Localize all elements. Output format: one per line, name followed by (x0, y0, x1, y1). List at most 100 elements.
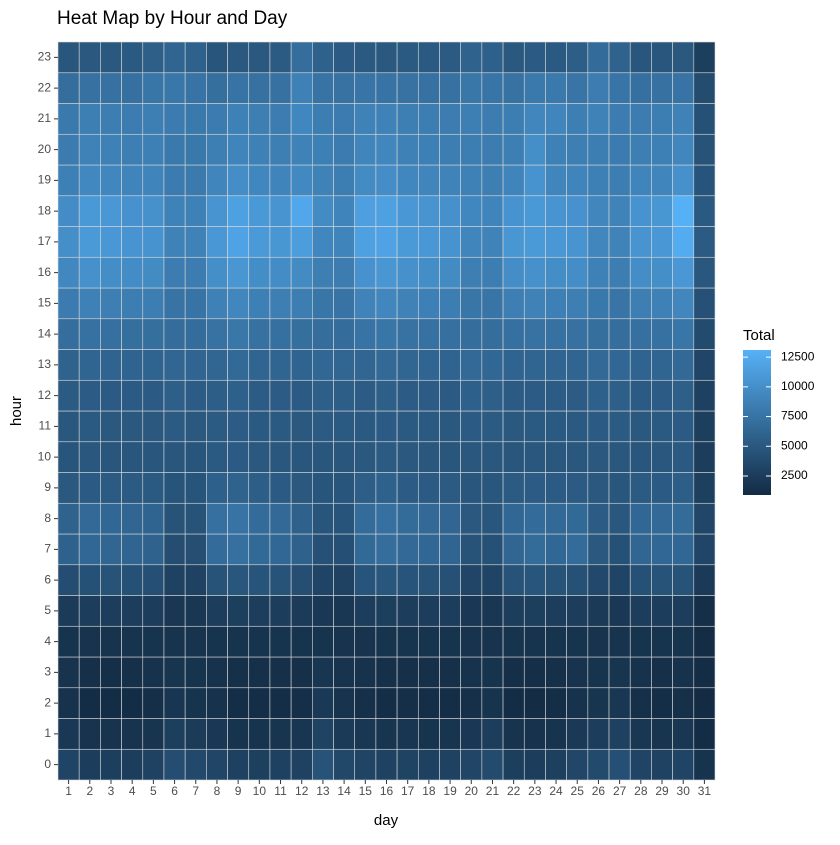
heat-cell (566, 533, 589, 566)
heat-cell (460, 748, 483, 781)
heat-cell (460, 656, 483, 689)
heat-cell (608, 625, 631, 658)
heat-cell (460, 133, 483, 166)
heat-cell (439, 318, 461, 350)
heat-cell (439, 379, 461, 412)
heat-cell (78, 625, 101, 658)
heat-cell (566, 72, 589, 104)
heat-cell (248, 133, 271, 166)
heat-cell (248, 103, 271, 135)
heat-cell (57, 595, 80, 627)
x-tick-label: 6 (171, 784, 178, 798)
heat-cell (502, 564, 525, 596)
heat-cell (439, 410, 461, 443)
heat-cell (100, 318, 122, 350)
heat-cell (566, 103, 589, 135)
heat-cell (587, 379, 610, 412)
x-tick-label: 4 (129, 784, 136, 798)
heat-cell (78, 287, 101, 320)
heat-cell (439, 349, 461, 381)
heat-cell (545, 748, 567, 781)
heat-cell (481, 349, 504, 381)
heat-cell (502, 441, 525, 473)
heat-cell (78, 103, 101, 135)
heat-cell (608, 103, 631, 135)
heat-cell (651, 564, 673, 596)
heat-cell (672, 441, 695, 473)
heat-cell (206, 441, 228, 473)
heat-cell (608, 349, 631, 381)
heat-cell (290, 656, 313, 689)
heat-cell (78, 564, 101, 596)
heat-cell (163, 718, 186, 750)
heat-cell (545, 164, 567, 197)
heat-cell (354, 72, 377, 104)
heat-cell (333, 103, 356, 135)
heat-cell (481, 564, 504, 596)
heat-cell (608, 72, 631, 104)
heat-cell (460, 595, 483, 627)
heat-cell (269, 656, 292, 689)
heat-cell (566, 564, 589, 596)
heat-cell (206, 195, 228, 227)
colorbar-label: 5000 (781, 438, 808, 452)
heat-cell (184, 564, 207, 596)
heat-cell (587, 41, 610, 74)
heat-cell (566, 133, 589, 166)
heat-cell (354, 226, 377, 258)
heat-cell (523, 410, 546, 443)
heat-cell (375, 195, 398, 227)
heat-cell (672, 533, 695, 566)
heat-cell (608, 287, 631, 320)
heat-cell (566, 502, 589, 535)
heat-cell (502, 472, 525, 504)
heat-cell (460, 379, 483, 412)
heat-cell (460, 287, 483, 320)
heat-cell (163, 318, 186, 350)
heat-cell (460, 103, 483, 135)
heat-cell (206, 533, 228, 566)
heat-cell (227, 349, 250, 381)
colorbar (743, 350, 771, 495)
heat-cell (693, 195, 716, 227)
heat-cell (290, 533, 313, 566)
heat-cell (587, 718, 610, 750)
heat-cell (312, 748, 334, 781)
y-tick-label: 1 (44, 726, 51, 740)
heat-cell (206, 256, 228, 289)
x-tick-label: 18 (422, 784, 436, 798)
heat-cell (566, 379, 589, 412)
heat-cell (57, 72, 80, 104)
heat-cell (248, 656, 271, 689)
heat-cell (629, 379, 652, 412)
heat-cell (100, 195, 122, 227)
heat-cell (227, 195, 250, 227)
heat-cell (439, 103, 461, 135)
heat-cell (566, 318, 589, 350)
heat-cell (269, 564, 292, 596)
heat-cell (206, 287, 228, 320)
heat-cell (502, 195, 525, 227)
heat-cell (587, 103, 610, 135)
heat-cell (121, 441, 144, 473)
heat-cell (269, 687, 292, 719)
heat-cell (651, 164, 673, 197)
heat-cell (248, 287, 271, 320)
heat-cell (78, 502, 101, 535)
heat-cell (312, 103, 334, 135)
heat-cell (417, 379, 440, 412)
y-tick-label: 23 (38, 50, 52, 64)
heat-cell (608, 164, 631, 197)
heat-cell (608, 410, 631, 443)
heat-cell (587, 318, 610, 350)
heat-cell (290, 287, 313, 320)
heat-cell (629, 502, 652, 535)
heat-cell (587, 748, 610, 781)
heat-cell (100, 410, 122, 443)
heat-cell (375, 256, 398, 289)
heat-cell (545, 410, 567, 443)
heat-cell (502, 133, 525, 166)
heat-cell (460, 164, 483, 197)
heat-cell (608, 656, 631, 689)
heat-cell (142, 72, 165, 104)
